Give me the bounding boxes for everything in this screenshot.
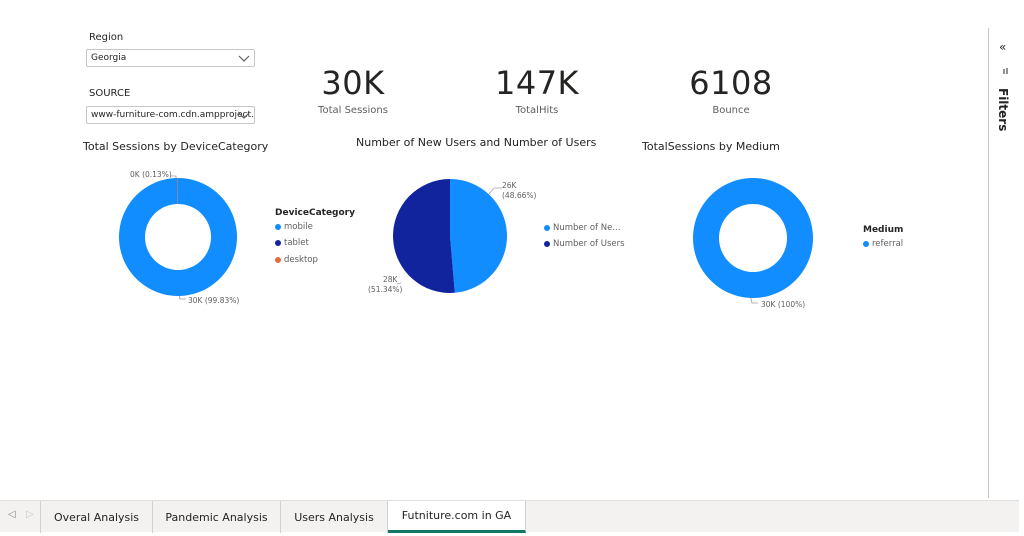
leader-line — [488, 187, 502, 195]
legend-dot — [544, 241, 550, 247]
tab-label: Overal Analysis — [53, 510, 140, 524]
medium-label-main: 30K (100%) — [761, 300, 806, 309]
legend-item-referral[interactable]: referral — [863, 239, 903, 249]
legend-item-tablet[interactable]: tablet — [275, 238, 309, 248]
tab-label: Users Analysis — [294, 510, 374, 524]
medium-chart-title: TotalSessions by Medium — [642, 140, 780, 153]
collapse-filters-icon[interactable]: « — [999, 40, 1007, 54]
pie-slice-referral[interactable] — [692, 178, 813, 299]
region-slicer-label: Region — [89, 32, 124, 43]
total-hits-label: TotalHits — [515, 105, 559, 116]
device-chart-title: Total Sessions by DeviceCategory — [83, 140, 269, 153]
leader-line — [396, 282, 402, 285]
pie-slice-mobile[interactable] — [119, 178, 238, 296]
legend-item-mobile[interactable]: mobile — [275, 222, 313, 232]
legend-item-label: tablet — [284, 238, 309, 248]
charts-canvas — [119, 175, 813, 304]
legend-item-label: Number of Users — [553, 239, 625, 249]
legend-item-desktop[interactable]: desktop — [275, 255, 318, 265]
chevron-down-icon — [238, 112, 250, 119]
legend-dot — [275, 240, 281, 246]
tab-label: Futniture.com in GA — [401, 509, 512, 522]
total-sessions-value: 30K — [321, 64, 385, 102]
total-hits-value: 147K — [494, 64, 580, 102]
tab-users-analysis[interactable]: Users Analysis — [281, 501, 388, 533]
bounce-value: 6108 — [689, 64, 773, 102]
bounce-label: Bounce — [712, 105, 750, 116]
previous-page-icon[interactable]: ◁ — [8, 509, 16, 520]
next-page-icon[interactable]: ▷ — [26, 509, 34, 520]
filter-icon — [1003, 68, 1008, 74]
tab-pandemic-analysis[interactable]: Pandemic Analysis — [153, 501, 281, 533]
tab-overal-analysis[interactable]: Overal Analysis — [41, 501, 153, 533]
tab-divider — [40, 501, 41, 533]
users-label-users-pct: (51.34%) — [368, 285, 403, 294]
legend-item-label: desktop — [284, 255, 318, 265]
chevron-down-icon — [238, 55, 250, 62]
filters-pane-divider — [988, 28, 989, 498]
source-dropdown[interactable]: www-furniture-com.cdn.ampproject.... — [86, 106, 255, 124]
legend-item-label: referral — [872, 239, 904, 249]
region-dropdown-value: Georgia — [91, 53, 127, 63]
legend-item-label: mobile — [284, 222, 313, 232]
filters-pane-toggle[interactable]: Filters — [996, 88, 1010, 132]
medium-legend-title: Medium — [863, 225, 904, 235]
users-label-new-value: 26K — [502, 181, 517, 190]
pie-slice-number-of-users[interactable] — [393, 179, 455, 293]
legend-dot — [863, 241, 869, 247]
tab-futniture-in-ga[interactable]: Futniture.com in GA — [388, 501, 526, 533]
tab-label: Pandemic Analysis — [165, 510, 268, 524]
device-label-small: 0K (0.13%) — [130, 170, 172, 179]
legend-dot — [544, 225, 550, 231]
source-slicer-label: SOURCE — [89, 88, 131, 99]
users-chart-title: Number of New Users and Number of Users — [356, 136, 597, 149]
device-label-main: 30K (99.83%) — [188, 296, 240, 305]
region-dropdown[interactable]: Georgia — [86, 49, 255, 67]
device-legend-title: DeviceCategory — [275, 208, 355, 218]
pie-slice-number-of-new-users[interactable] — [450, 179, 508, 293]
users-label-users-value: 28K — [383, 275, 398, 284]
legend-item-new-users[interactable]: Number of Ne... — [544, 223, 620, 233]
legend-dot — [275, 257, 281, 263]
legend-dot — [275, 224, 281, 230]
source-dropdown-value: www-furniture-com.cdn.ampproject.... — [91, 110, 255, 120]
legend-item-users[interactable]: Number of Users — [544, 239, 625, 249]
page-tab-bar: ◁ ▷ Overal Analysis Pandemic Analysis Us… — [0, 500, 1019, 533]
total-sessions-label: Total Sessions — [318, 105, 388, 116]
users-label-new-pct: (48.66%) — [502, 191, 537, 200]
legend-item-label: Number of Ne... — [553, 223, 621, 233]
